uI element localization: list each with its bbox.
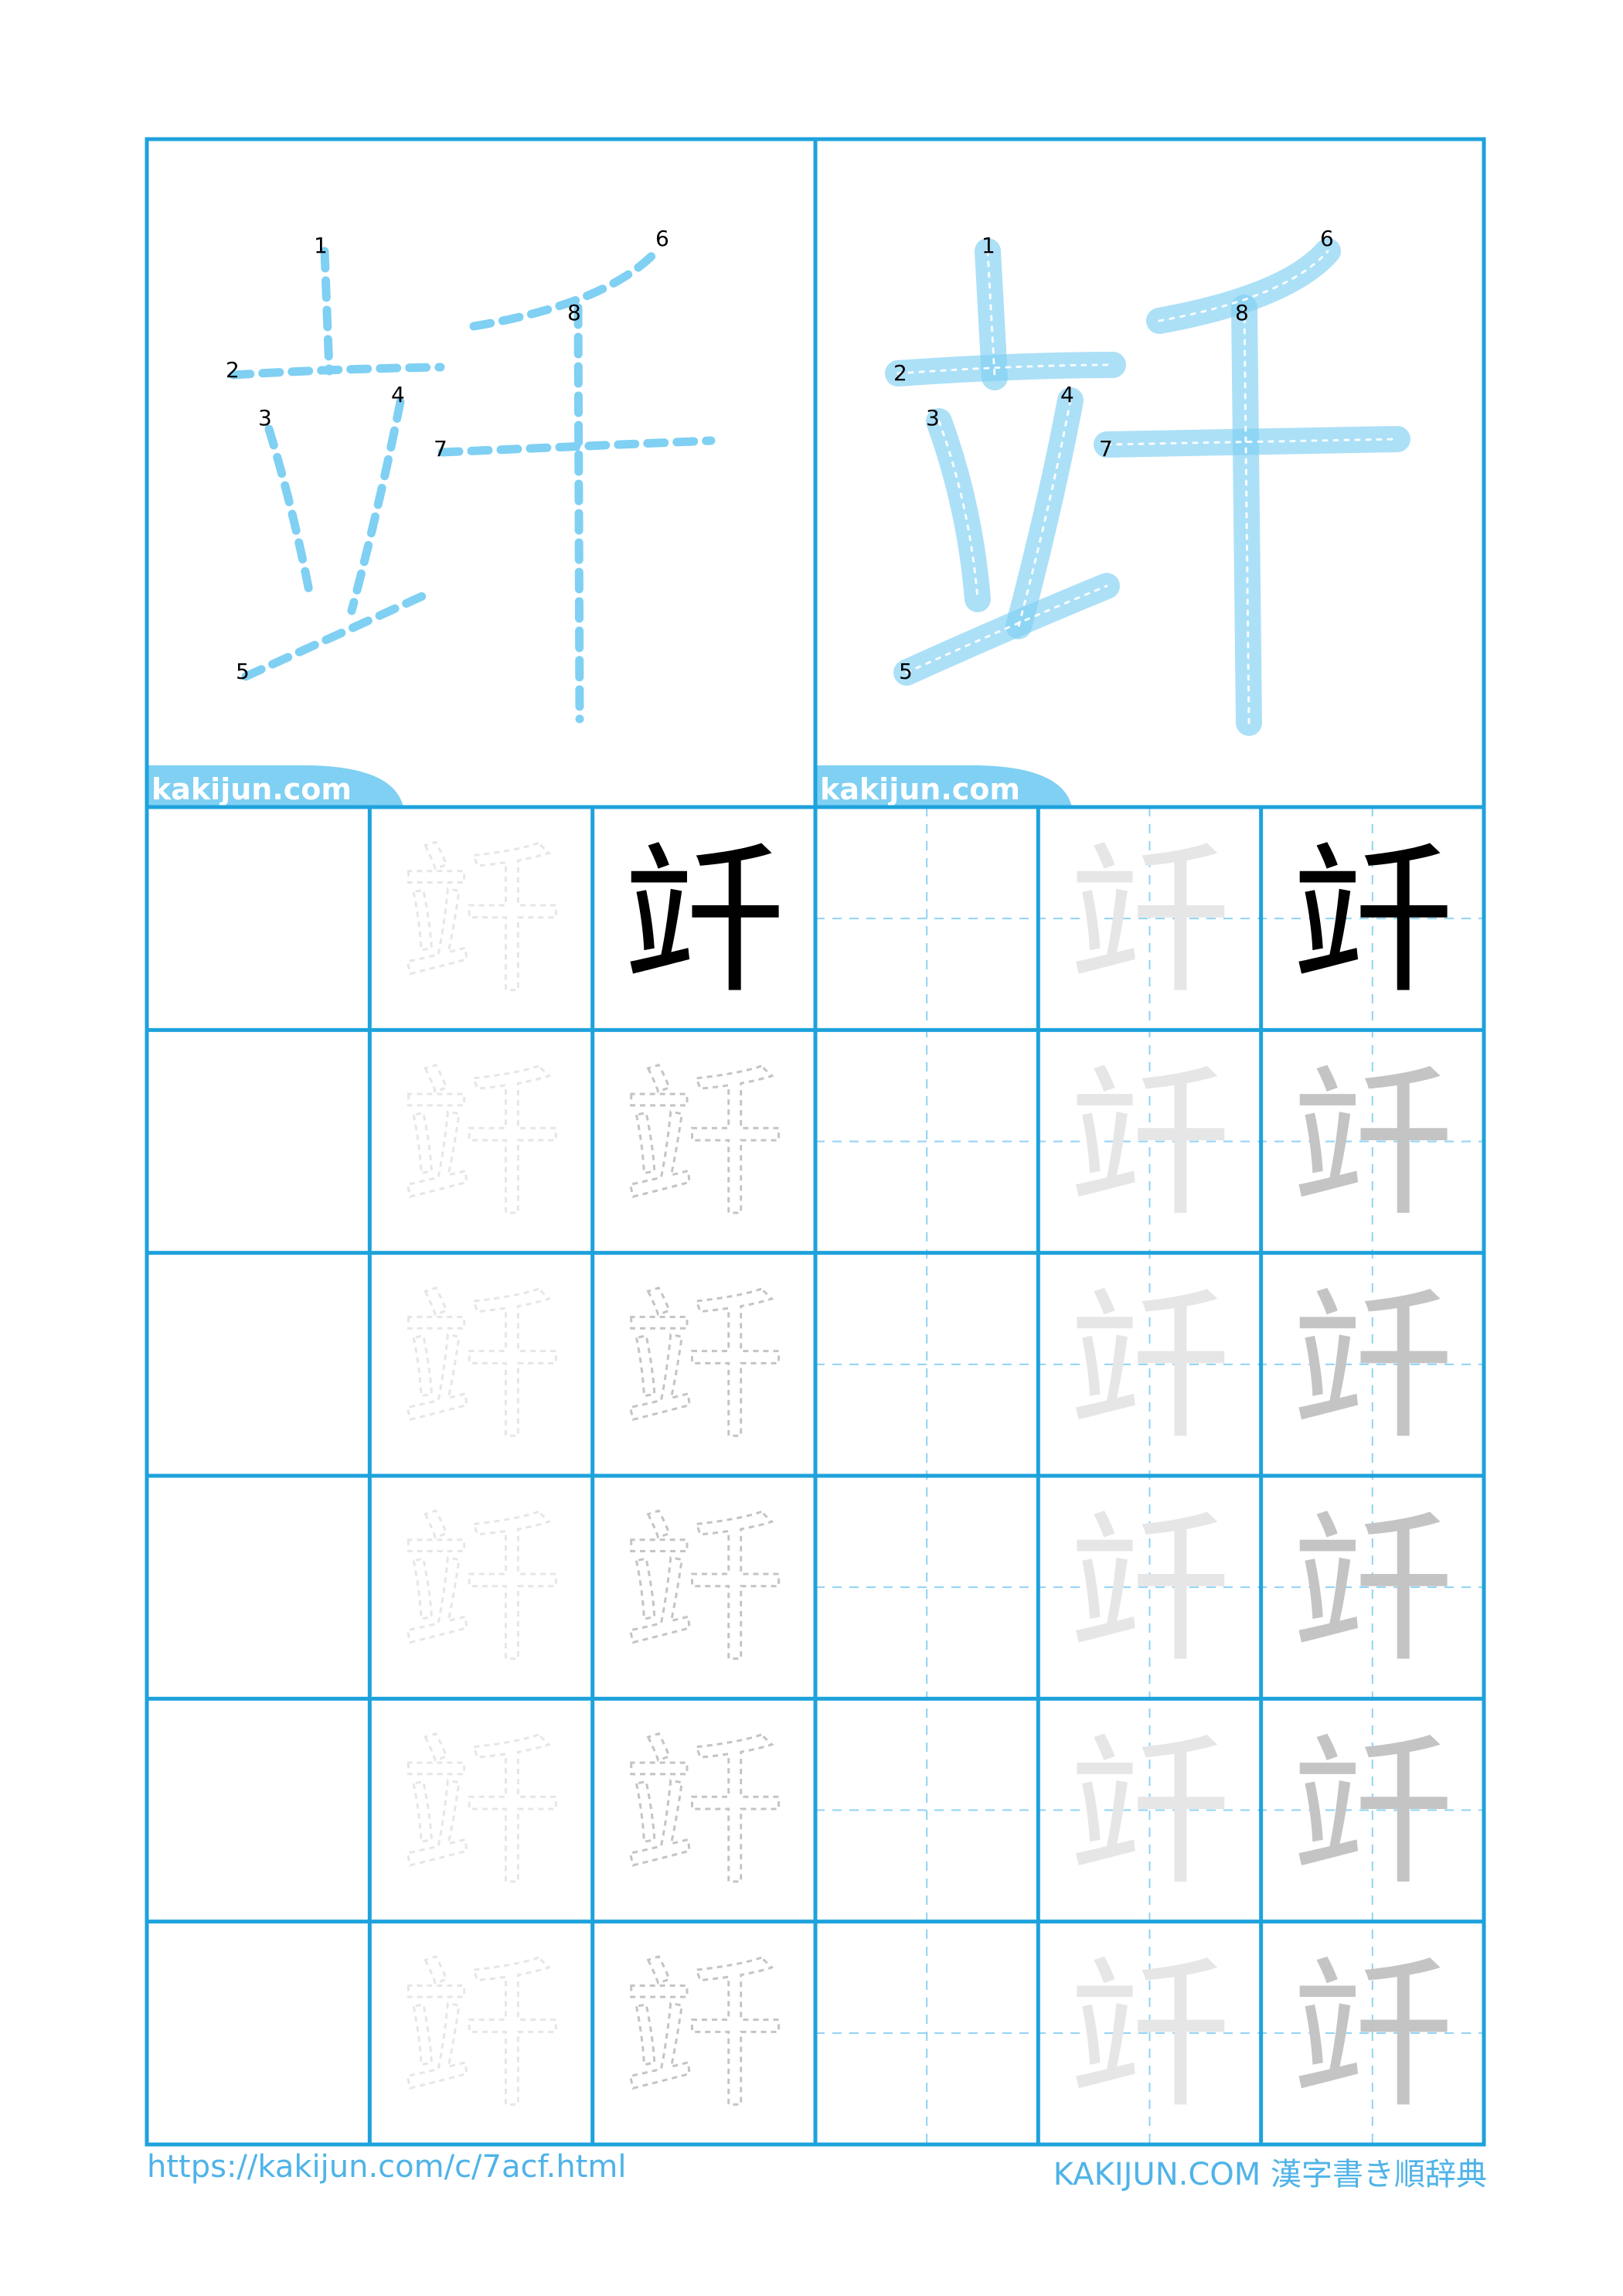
- stroke-number: 6: [655, 226, 669, 251]
- stroke-number: 4: [1060, 382, 1074, 407]
- stroke-1: [320, 247, 334, 376]
- watermark-tab: kakijun.com: [147, 765, 403, 807]
- stroke-3: [264, 424, 315, 604]
- stroke-number: 7: [434, 436, 447, 462]
- trace-char-light: 竏: [1068, 1049, 1230, 1238]
- trace-char-light: 竏: [400, 1049, 562, 1238]
- stroke-number: 5: [899, 659, 913, 684]
- watermark-tab: kakijun.com: [815, 765, 1072, 807]
- stroke-number: 3: [258, 405, 272, 431]
- stroke-6: [469, 244, 663, 331]
- trace-char-light: 竏: [1068, 1495, 1230, 1685]
- trace-char-light: 竏: [400, 1495, 562, 1685]
- stroke-5: [241, 587, 437, 681]
- stroke-number: 5: [236, 659, 250, 684]
- footer-brand: KAKIJUN.COM 漢字書き順辞典: [1053, 2157, 1487, 2192]
- grid-lines: [145, 137, 1486, 2147]
- stroke-7: [437, 436, 716, 457]
- stroke-order-thick-panel: 1 2 3 4 5 6 7 8 kakijun.com: [815, 226, 1410, 807]
- trace-char-mid: 竏: [1291, 1272, 1454, 1461]
- stroke-number-labels: 1 2 3 4 5 6 7 8: [226, 226, 669, 684]
- trace-char-light: 竏: [400, 1272, 562, 1461]
- model-char: 竏: [623, 826, 785, 1016]
- stroke-number: 7: [1099, 436, 1113, 462]
- trace-char-mid: 竏: [623, 1940, 785, 2130]
- trace-char-mid: 竏: [623, 1495, 785, 1685]
- trace-char-mid: 竏: [1291, 1495, 1454, 1685]
- trace-char-mid: 竏: [1291, 1940, 1454, 2130]
- stroke-2: [229, 363, 445, 380]
- stroke-number-labels: 1 2 3 4 5 6 7 8: [893, 226, 1334, 684]
- stroke-4: [347, 397, 405, 615]
- practice-cells: 竏竏竏竏竏竏竏竏竏竏竏竏竏竏竏竏竏竏竏竏竏竏竏竏: [399, 825, 1454, 2131]
- trace-char-mid: 竏: [1291, 1718, 1454, 1907]
- footer-url[interactable]: https://kakijun.com/c/7acf.html: [147, 2149, 627, 2185]
- trace-char-mid: 竏: [623, 1272, 785, 1461]
- trace-char-light: 竏: [1068, 1718, 1230, 1907]
- stroke-number: 4: [391, 382, 405, 407]
- watermark-text: kakijun.com: [820, 772, 1020, 806]
- stroke-number: 1: [982, 233, 995, 258]
- stroke-guide-dots: [897, 250, 1399, 724]
- stroke-number: 3: [926, 405, 940, 431]
- dashed-strokes: [229, 244, 716, 724]
- thick-strokes: [885, 238, 1410, 736]
- trace-char-light: 竏: [400, 1718, 562, 1907]
- trace-char-light: 竏: [1068, 1272, 1230, 1461]
- stroke-order-dashed-panel: 1 2 3 4 5 6 7 8 kakijun.com: [147, 226, 716, 807]
- trace-char-mid: 竏: [1291, 1049, 1454, 1238]
- stroke-number: 6: [1320, 226, 1334, 251]
- trace-char-light: 竏: [400, 826, 562, 1016]
- trace-char-light: 竏: [400, 1940, 562, 2130]
- stroke-number: 8: [1235, 300, 1249, 325]
- stroke-number: 2: [893, 360, 907, 386]
- trace-char-mid: 竏: [623, 1718, 785, 1907]
- model-char: 竏: [1291, 826, 1454, 1016]
- trace-char-light: 竏: [1068, 1940, 1230, 2130]
- watermark-text: kakijun.com: [151, 772, 352, 806]
- trace-char-light: 竏: [1068, 826, 1230, 1016]
- stroke-number: 1: [314, 233, 328, 258]
- stroke-number: 2: [226, 357, 240, 383]
- stroke-number: 8: [567, 300, 581, 325]
- trace-char-mid: 竏: [623, 1049, 785, 1238]
- stroke-8: [573, 303, 584, 724]
